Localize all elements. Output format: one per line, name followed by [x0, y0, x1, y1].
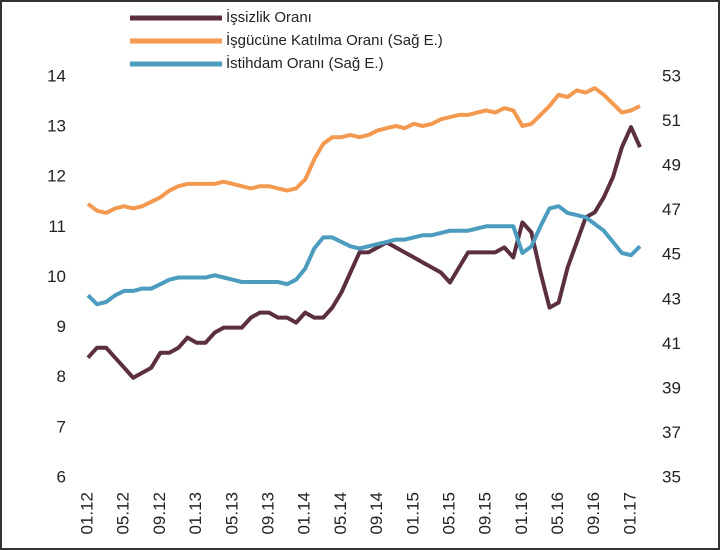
y-tick-label: 13 [47, 117, 66, 136]
y-tick-label: 9 [57, 317, 66, 336]
legend-label: İstihdam Oranı (Sağ E.) [226, 54, 384, 72]
x-tick-label: 09.12 [150, 492, 169, 535]
y2-tick-label: 43 [662, 289, 681, 308]
y2-tick-label: 53 [662, 66, 681, 85]
series-line [86, 125, 642, 380]
y-tick-label: 14 [47, 66, 66, 85]
x-tick-label: 01.15 [403, 492, 422, 535]
x-tick-label: 09.16 [584, 492, 603, 535]
y2-tick-label: 37 [662, 423, 681, 442]
x-tick-label: 01.14 [295, 492, 314, 535]
x-tick-label: 01.13 [186, 492, 205, 535]
y-tick-label: 7 [57, 417, 66, 436]
y2-tick-label: 39 [662, 378, 681, 397]
y2-tick-label: 49 [662, 156, 681, 175]
x-tick-label: 05.14 [331, 492, 350, 535]
x-tick-label: 05.16 [548, 492, 567, 535]
x-tick-label: 09.14 [367, 492, 386, 535]
y2-tick-label: 41 [662, 334, 681, 353]
x-tick-label: 01.16 [512, 492, 531, 535]
x-tick-label: 05.15 [439, 492, 458, 535]
legend-label: İşsizlik Oranı [226, 8, 312, 26]
y2-tick-label: 45 [662, 245, 681, 264]
x-tick-label: 01.17 [620, 492, 639, 535]
legend-label: İşgücüne Katılma Oranı (Sağ E.) [226, 31, 443, 49]
x-tick-label: 09.13 [258, 492, 277, 535]
series-line [86, 204, 642, 307]
y-tick-label: 10 [47, 267, 66, 286]
x-tick-label: 09.15 [476, 492, 495, 535]
series-line [86, 86, 641, 215]
y-tick-label: 11 [48, 217, 66, 236]
x-tick-label: 01.12 [77, 492, 96, 535]
y-tick-label: 12 [47, 167, 66, 186]
y2-tick-label: 51 [662, 111, 681, 130]
x-tick-label: 05.12 [114, 492, 133, 535]
y-tick-label: 8 [57, 367, 66, 386]
x-tick-label: 05.13 [222, 492, 241, 535]
y2-tick-label: 35 [662, 467, 681, 486]
y-tick-label: 6 [57, 467, 66, 486]
y2-tick-label: 47 [662, 200, 681, 219]
